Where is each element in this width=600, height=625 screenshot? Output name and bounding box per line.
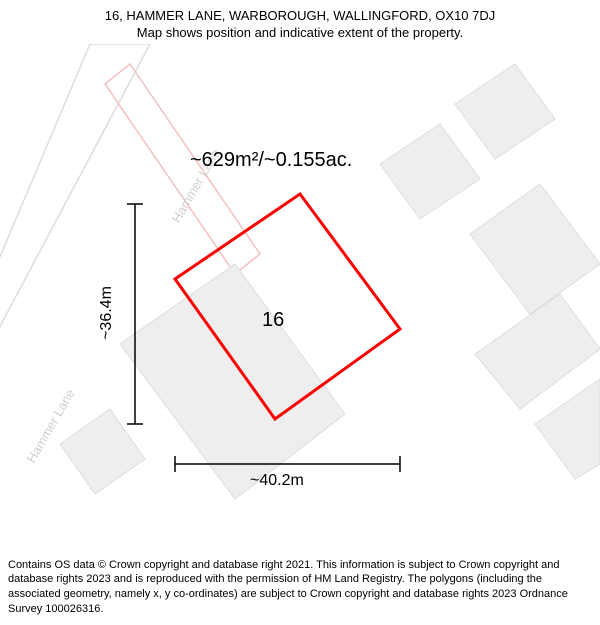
area-label: ~629m²/~0.155ac. xyxy=(190,149,352,172)
width-dimension-label: ~40.2m xyxy=(250,472,304,490)
header: 16, HAMMER LANE, WARBOROUGH, WALLINGFORD… xyxy=(0,0,600,44)
height-dimension-label: ~36.4m xyxy=(98,286,116,340)
map-subtitle: Map shows position and indicative extent… xyxy=(10,25,590,40)
map-area: Hammer Lane Hammer Lane ~629m²/~0.155ac.… xyxy=(0,44,600,534)
address-title: 16, HAMMER LANE, WARBOROUGH, WALLINGFORD… xyxy=(10,8,590,23)
buildings-group xyxy=(60,64,600,499)
copyright-footer: Contains OS data © Crown copyright and d… xyxy=(8,558,592,617)
plot-number: 16 xyxy=(262,309,284,332)
map-svg xyxy=(0,44,600,534)
